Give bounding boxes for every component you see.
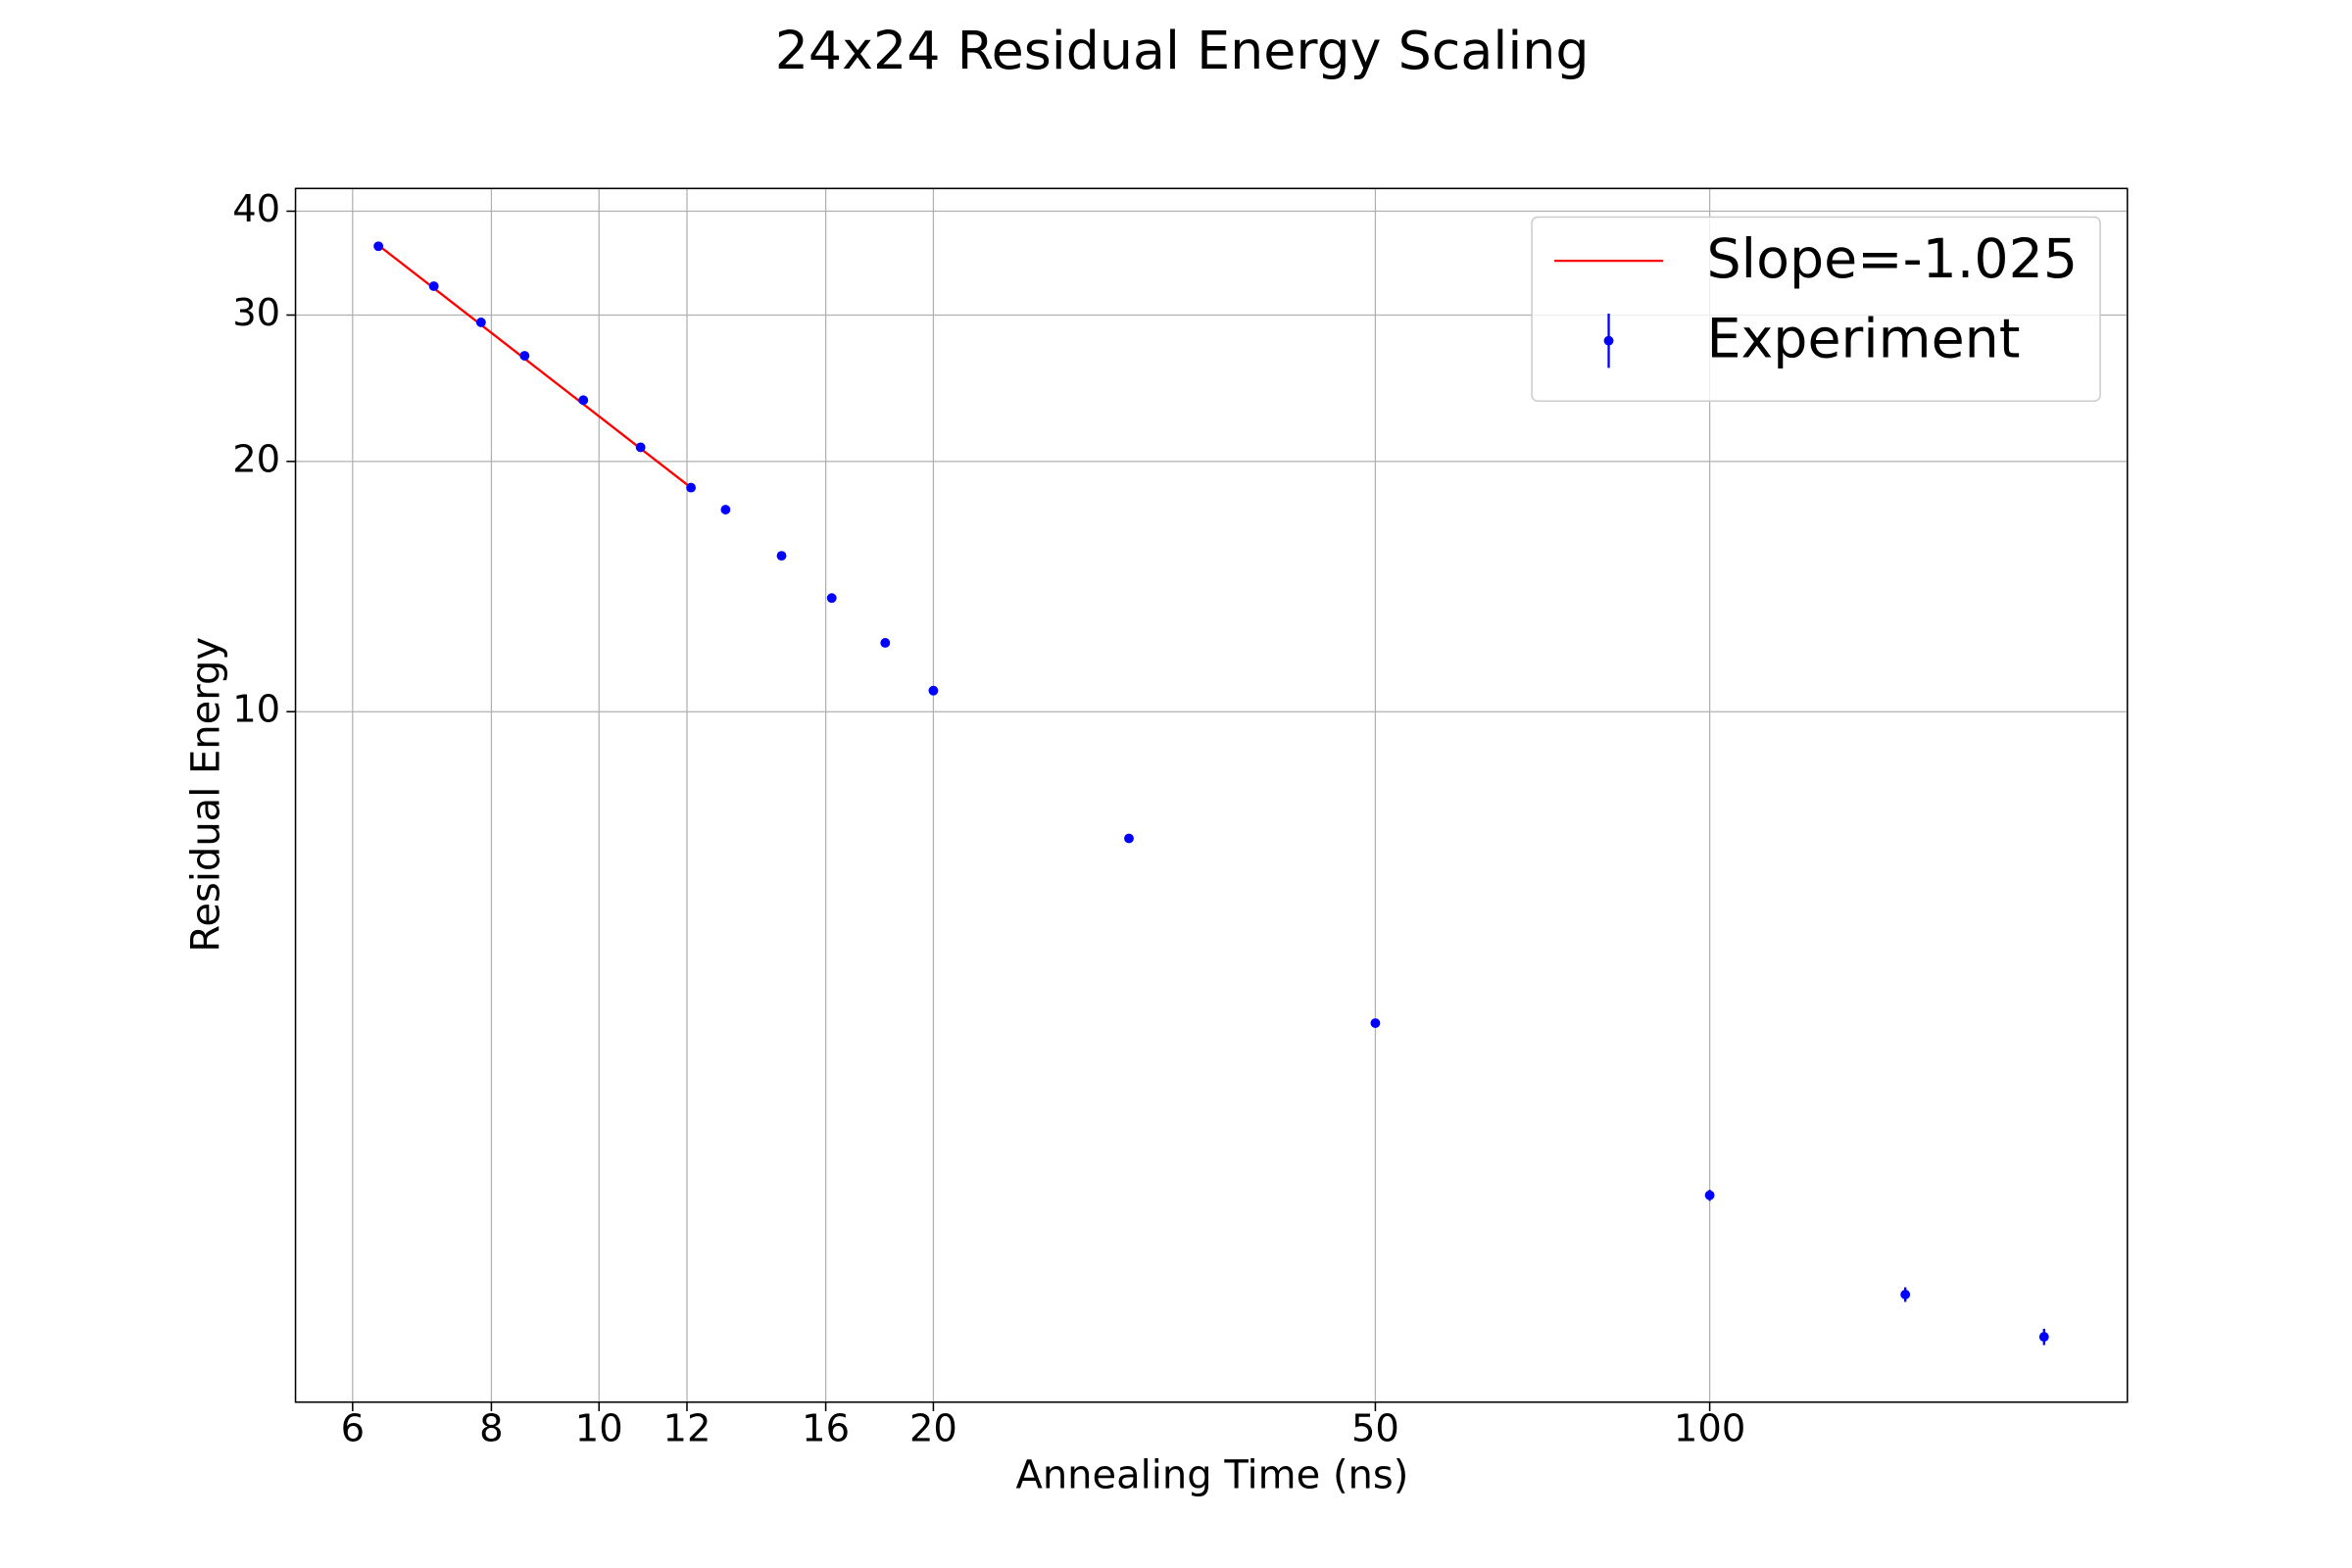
data-point (519, 351, 530, 361)
data-point (880, 638, 891, 648)
data-point (635, 442, 646, 453)
data-point (776, 551, 787, 562)
data-point (1370, 1018, 1381, 1028)
data-point (826, 593, 837, 604)
y-tick-label: 30 (232, 291, 280, 335)
x-tick-label: 8 (479, 1406, 503, 1450)
data-point (686, 482, 696, 493)
data-point (475, 318, 486, 327)
plot-marks (373, 241, 2049, 1346)
x-tick-label: 6 (341, 1406, 365, 1450)
data-point (1900, 1290, 1911, 1299)
x-tick-label: 50 (1351, 1406, 1399, 1450)
chart-title: 24x24 Residual Energy Scaling (775, 20, 1590, 81)
data-point (1124, 833, 1134, 844)
data-point (578, 395, 589, 406)
ticks: 6 8 10 12 16 20 50 100 10 20 30 40 (232, 187, 1745, 1450)
legend-label: Experiment (1707, 308, 2021, 370)
y-tick-label: 20 (232, 437, 280, 481)
x-tick-label: 100 (1674, 1406, 1745, 1450)
x-tick-label: 12 (663, 1406, 711, 1450)
y-tick-label: 10 (232, 688, 280, 732)
data-point (428, 281, 439, 291)
data-point (720, 505, 731, 514)
legend: Slope=-1.025 Experiment (1531, 216, 2101, 403)
data-point (1704, 1190, 1715, 1200)
data-point (373, 241, 384, 252)
legend-label: Slope=-1.025 (1707, 228, 2079, 291)
plot-frame (294, 187, 2129, 1403)
legend-marker (1603, 335, 1614, 346)
legend-box (1531, 216, 2101, 403)
data-point (928, 685, 939, 696)
x-tick-label: 10 (575, 1406, 623, 1450)
y-tick-label: 40 (232, 187, 280, 231)
y-axis-label: Residual Energy (183, 637, 228, 953)
data-point (2038, 1332, 2049, 1343)
x-axis-label: Annealing Time (ns) (1015, 1453, 1408, 1498)
x-tick-label: 16 (802, 1406, 850, 1450)
x-tick-label: 20 (909, 1406, 957, 1450)
